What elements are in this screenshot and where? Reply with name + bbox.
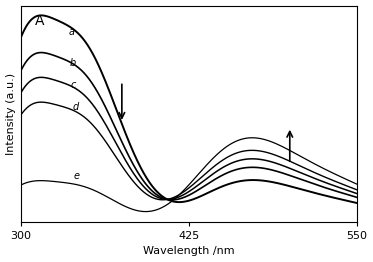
Text: a: a	[68, 26, 74, 36]
Text: c: c	[71, 80, 76, 90]
Text: e: e	[73, 172, 79, 182]
Text: b: b	[69, 58, 76, 68]
Text: A: A	[35, 14, 44, 28]
Y-axis label: Intensity (a.u.): Intensity (a.u.)	[6, 73, 16, 155]
X-axis label: Wavelength /nm: Wavelength /nm	[143, 247, 235, 256]
Text: d: d	[72, 102, 78, 112]
